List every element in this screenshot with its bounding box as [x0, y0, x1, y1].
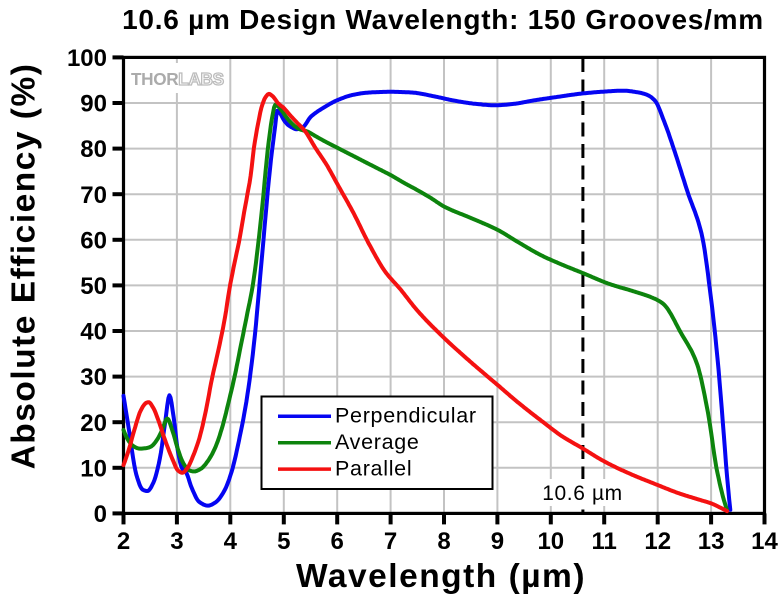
svg-text:3: 3: [170, 528, 183, 555]
svg-text:30: 30: [80, 364, 107, 391]
svg-text:13: 13: [698, 528, 725, 555]
svg-text:12: 12: [644, 528, 671, 555]
svg-text:14: 14: [751, 528, 778, 555]
svg-text:20: 20: [80, 410, 107, 437]
svg-text:Wavelength (µm): Wavelength (µm): [296, 558, 586, 595]
svg-text:Perpendicular: Perpendicular: [335, 404, 477, 428]
svg-text:70: 70: [80, 182, 107, 209]
svg-text:Average: Average: [335, 430, 420, 454]
svg-text:Absolute Efficiency (%): Absolute Efficiency (%): [6, 63, 43, 470]
svg-text:60: 60: [80, 227, 107, 254]
svg-text:80: 80: [80, 136, 107, 163]
svg-text:8: 8: [437, 528, 450, 555]
svg-text:6: 6: [331, 528, 344, 555]
svg-text:10.6 µm: 10.6 µm: [542, 482, 623, 505]
svg-text:10.6 µm Design Wavelength: 150: 10.6 µm Design Wavelength: 150 Grooves/m…: [122, 4, 764, 35]
svg-text:2: 2: [117, 528, 130, 555]
svg-text:11: 11: [592, 528, 617, 555]
svg-text:5: 5: [277, 528, 290, 555]
svg-text:7: 7: [384, 528, 397, 555]
svg-text:50: 50: [80, 273, 107, 300]
svg-text:THORLABS: THORLABS: [131, 69, 224, 89]
svg-text:10: 10: [537, 528, 564, 555]
svg-text:100: 100: [67, 45, 107, 72]
svg-text:Parallel: Parallel: [335, 456, 412, 480]
svg-text:10: 10: [80, 455, 107, 482]
svg-text:0: 0: [94, 501, 107, 528]
svg-text:4: 4: [224, 528, 238, 555]
svg-text:90: 90: [80, 91, 107, 118]
svg-text:9: 9: [491, 528, 504, 555]
svg-text:40: 40: [80, 319, 107, 346]
